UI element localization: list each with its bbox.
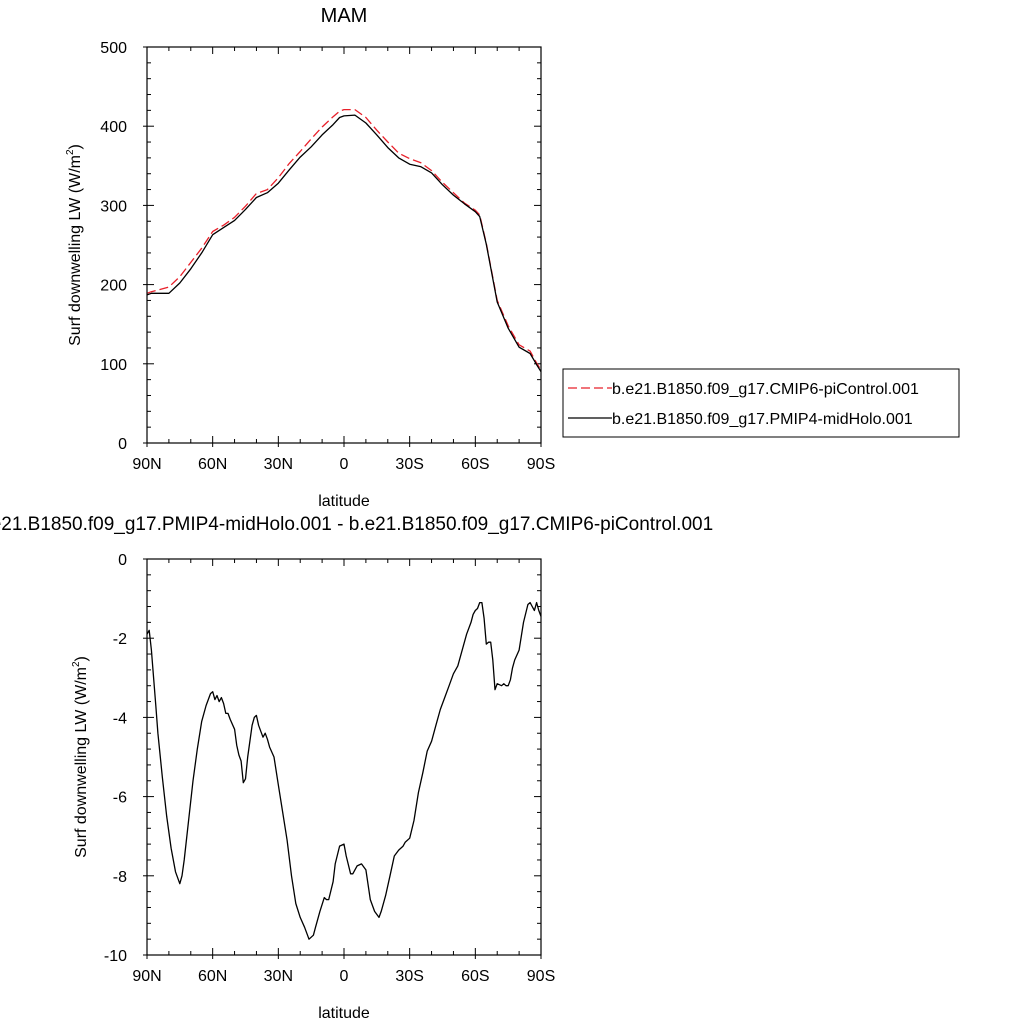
bottom-x-tick-labels: 90N 60N 30N 0 30S 60S 90S	[132, 968, 555, 985]
bottom-x-tick-label: 30N	[264, 968, 293, 985]
top-y-axis-label: Surf downwelling LW (W/m2)	[65, 144, 84, 346]
top-y-tick-labels: 0 100 200 300 400 500	[100, 40, 127, 453]
bottom-y-tick-label: -6	[113, 790, 127, 807]
bottom-y-tick-label: -10	[104, 948, 127, 965]
top-panel: MAM 90N 60N 30N 0 30S 60S 90S 0 100 200 300 400 500…	[65, 5, 555, 510]
bottom-y-axis-label-close: )	[73, 656, 90, 661]
top-chart-title: MAM	[321, 5, 368, 27]
top-y-axis-label-superscript: 2	[65, 149, 76, 155]
top-x-tick-label: 0	[340, 456, 349, 473]
top-x-axis-label: latitude	[318, 493, 370, 510]
bottom-x-tick-label: 30S	[395, 968, 423, 985]
bottom-panel: b.e21.B1850.f09_g17.PMIP4-midHolo.001 - …	[0, 514, 713, 1022]
bottom-series-lines	[146, 601, 542, 940]
top-x-tick-label: 60S	[461, 456, 489, 473]
top-y-tick-label: 0	[118, 436, 127, 453]
bottom-y-tick-label: 0	[118, 552, 127, 569]
bottom-chart-title: b.e21.B1850.f09_g17.PMIP4-midHolo.001 - …	[0, 514, 713, 535]
bottom-series-line-1	[146, 601, 542, 940]
top-y-axis-label-close: )	[67, 144, 84, 149]
bottom-x-tick-label: 90N	[132, 968, 161, 985]
top-y-tick-label: 100	[100, 357, 127, 374]
top-x-tick-label: 90N	[132, 456, 161, 473]
top-x-tick-label: 30N	[264, 456, 293, 473]
legend-label-midholo: b.e21.B1850.f09_g17.PMIP4-midHolo.001	[612, 411, 913, 428]
top-x-tick-label: 90S	[527, 456, 555, 473]
top-x-tick-label: 60N	[198, 456, 227, 473]
bottom-x-tick-label: 60N	[198, 968, 227, 985]
top-series-lines	[146, 108, 542, 373]
bottom-x-tick-label: 60S	[461, 968, 489, 985]
top-y-tick-label: 200	[100, 278, 127, 295]
bottom-y-tick-labels: -10 -8 -6 -4 -2 0	[104, 552, 127, 965]
bottom-y-axis-label-superscript: 2	[71, 661, 82, 667]
bottom-tick-marks	[143, 558, 542, 959]
bottom-x-tick-label: 90S	[527, 968, 555, 985]
bottom-y-tick-label: -4	[113, 710, 127, 727]
top-y-tick-label: 500	[100, 40, 127, 57]
legend: b.e21.B1850.f09_g17.CMIP6-piControl.001 …	[562, 368, 960, 438]
bottom-plot-frame	[146, 558, 542, 956]
bottom-y-tick-label: -2	[113, 631, 127, 648]
top-plot-frame	[146, 46, 542, 444]
top-series-line-1	[146, 108, 542, 371]
bottom-x-tick-label: 0	[340, 968, 349, 985]
legend-label-picontrol: b.e21.B1850.f09_g17.CMIP6-piControl.001	[612, 381, 919, 398]
bottom-y-axis-label-text: Surf downwelling LW (W/m	[73, 667, 90, 858]
top-y-tick-label: 300	[100, 198, 127, 215]
top-x-tick-label: 30S	[395, 456, 423, 473]
top-tick-marks	[143, 46, 542, 447]
top-x-tick-labels: 90N 60N 30N 0 30S 60S 90S	[132, 456, 555, 473]
top-series-line-2	[146, 114, 542, 373]
legend-box	[562, 368, 960, 438]
bottom-x-axis-label: latitude	[318, 1005, 370, 1022]
bottom-y-axis-label: Surf downwelling LW (W/m2)	[71, 656, 90, 858]
top-y-tick-label: 400	[100, 119, 127, 136]
bottom-y-tick-label: -8	[113, 869, 127, 886]
top-y-axis-label-text: Surf downwelling LW (W/m	[67, 155, 84, 346]
